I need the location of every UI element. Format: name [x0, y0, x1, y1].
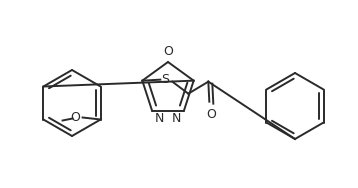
- Text: S: S: [161, 73, 169, 86]
- Text: O: O: [163, 45, 173, 58]
- Text: O: O: [71, 111, 81, 124]
- Text: N: N: [155, 112, 165, 125]
- Text: N: N: [171, 112, 181, 125]
- Text: O: O: [206, 108, 216, 121]
